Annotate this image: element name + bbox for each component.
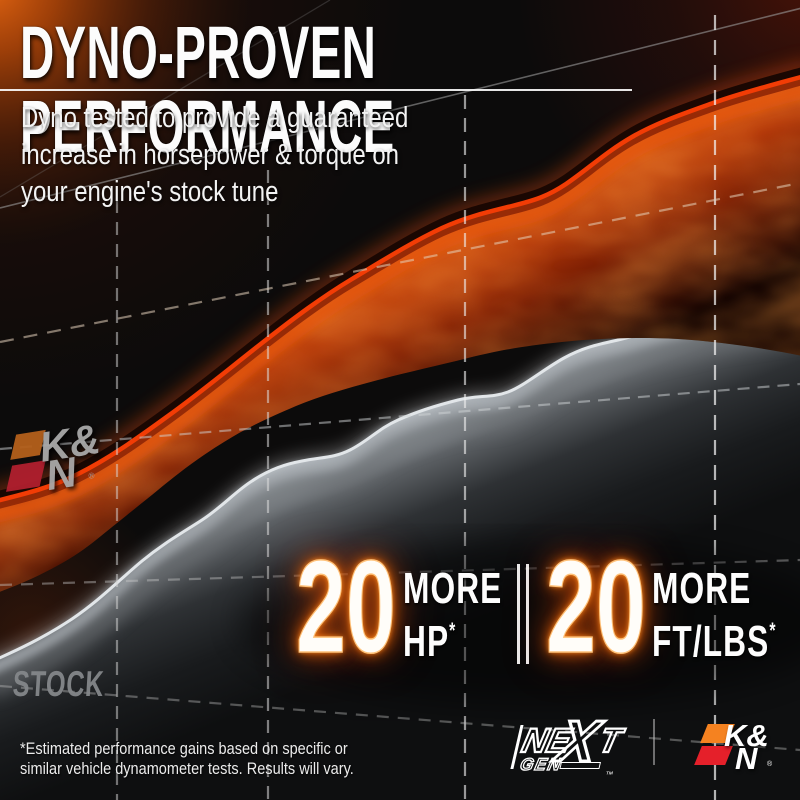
subtitle-text: Dyno tested to provide a guaranteed incr… xyxy=(21,102,409,208)
stats-divider xyxy=(517,564,529,664)
stat-torque-labels: MORE FT/LBS* xyxy=(652,564,777,666)
stat-hp-labels: MORE HP* xyxy=(403,564,503,666)
footer-logo-divider xyxy=(653,719,655,765)
stats-backdrop xyxy=(240,540,800,704)
stock-curve-label: STOCK xyxy=(11,663,106,704)
title-underline xyxy=(0,89,632,91)
kn-logo: K& N ® xyxy=(694,718,791,776)
kn-logo-letter-n: N xyxy=(735,741,758,776)
kn-logo-letters-k-amp: K& xyxy=(724,718,769,753)
page-title: DYNO-PROVEN PERFORMANCE xyxy=(20,11,395,168)
registered-mark: ® xyxy=(87,470,96,481)
dashed-grid-lines xyxy=(0,15,800,800)
solid-grid-lines xyxy=(0,0,800,209)
stat-hp-value: 20 xyxy=(295,533,396,680)
next-gen-logo: NE X T GEN ™ xyxy=(507,708,636,779)
trademark-mark: ™ xyxy=(604,770,615,779)
footnote-marker: * xyxy=(449,618,457,643)
kn-watermark-letter-n: N xyxy=(42,447,80,500)
next-gen-logo-bar xyxy=(559,762,601,769)
next-gen-logo-gen: GEN xyxy=(518,754,565,774)
footnote-marker: * xyxy=(769,618,777,643)
registered-mark: ® xyxy=(767,761,773,768)
kn-watermark-logo: K& N ® xyxy=(0,410,110,515)
disclaimer-text: *Estimated performance gains based on sp… xyxy=(20,740,354,778)
kn-red-parallelogram-icon xyxy=(6,460,46,492)
stat-torque-value: 20 xyxy=(545,533,646,680)
